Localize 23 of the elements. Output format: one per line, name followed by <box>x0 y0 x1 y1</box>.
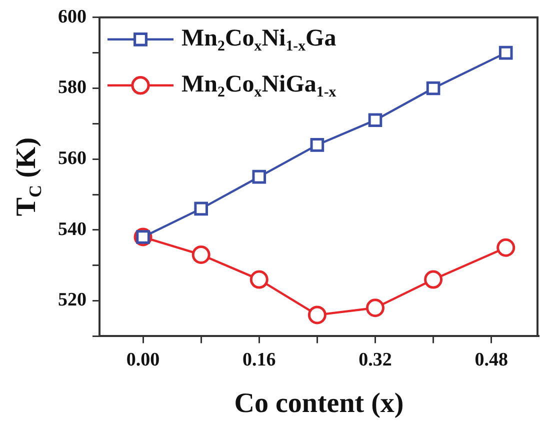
point <box>498 46 513 60</box>
x-tick-label: 0.48 <box>474 350 508 371</box>
point <box>310 138 324 152</box>
point <box>252 170 266 184</box>
y-axis-title: TC (K) <box>11 137 45 216</box>
point <box>308 306 326 324</box>
x-tick-label: 0.16 <box>242 350 276 371</box>
x-tick-label: 0.00 <box>126 350 160 371</box>
point <box>496 238 516 257</box>
point <box>366 298 384 318</box>
point <box>424 270 443 289</box>
y-tick-label: 560 <box>58 148 86 169</box>
y-tick-label: 580 <box>58 77 86 98</box>
point <box>192 245 210 264</box>
x-tick-label: 0.32 <box>358 350 392 371</box>
point <box>250 270 268 289</box>
point <box>194 202 208 216</box>
point <box>368 113 382 128</box>
x-axis-title: Co content (x) <box>234 388 404 420</box>
y-tick-label: 520 <box>58 290 86 311</box>
y-tick-label: 540 <box>58 218 86 240</box>
y-tick-label: 600 <box>58 6 86 28</box>
point <box>426 81 440 96</box>
